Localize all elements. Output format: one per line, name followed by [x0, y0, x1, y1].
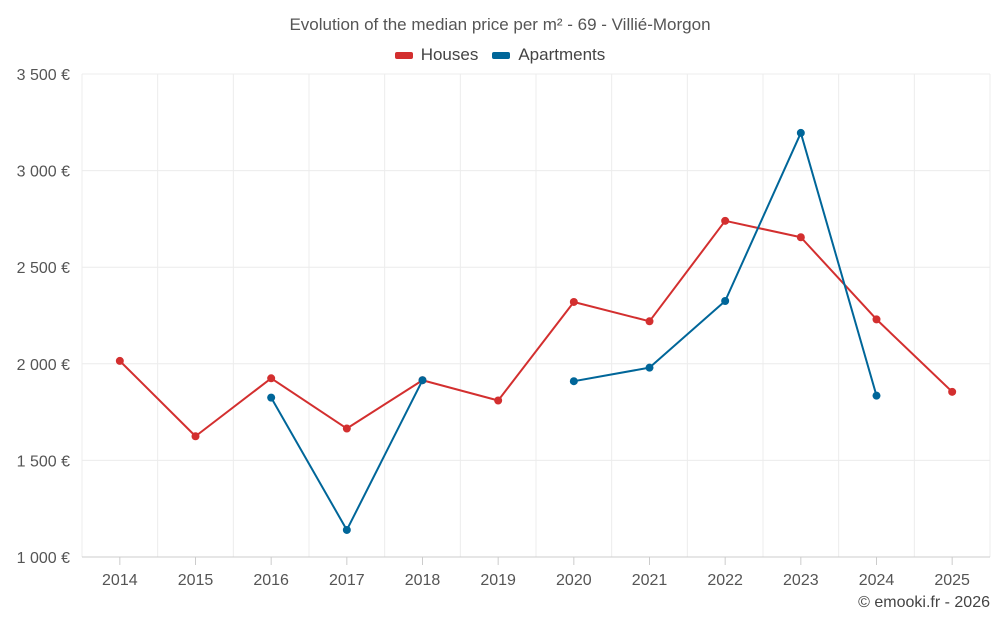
data-point-apartments	[721, 297, 730, 306]
data-point-houses	[191, 432, 200, 441]
x-tick-label: 2018	[405, 572, 441, 589]
data-point-apartments	[796, 128, 805, 137]
data-point-apartments	[267, 393, 276, 402]
y-tick-label: 3 500 €	[17, 67, 70, 84]
y-tick-label: 2 000 €	[17, 357, 70, 374]
data-point-apartments	[645, 363, 654, 372]
x-tick-label: 2023	[783, 572, 819, 589]
legend-swatch-houses	[394, 51, 413, 59]
data-point-houses	[872, 315, 881, 324]
x-tick-label: 2022	[707, 572, 743, 589]
x-tick-label: 2015	[178, 572, 214, 589]
credit-text: © emooki.fr - 2026	[858, 594, 990, 611]
y-tick-label: 1 500 €	[17, 453, 70, 470]
legend-label-houses: Houses	[420, 45, 479, 64]
x-tick-label: 2025	[934, 572, 970, 589]
x-tick-label: 2021	[632, 572, 668, 589]
data-point-houses	[948, 387, 957, 396]
data-point-houses	[721, 216, 730, 225]
data-point-houses	[796, 233, 805, 242]
series-line-houses	[119, 219, 953, 438]
data-point-houses	[342, 424, 351, 433]
legend-item-apartments[interactable]: Apartments	[492, 45, 605, 65]
data-point-apartments	[569, 377, 578, 386]
chart-title: Evolution of the median price per m² - 6…	[289, 15, 711, 34]
x-tick-label: 2019	[480, 572, 516, 589]
legend-swatch-apartments	[492, 51, 511, 59]
data-point-apartments	[872, 391, 881, 400]
series-line-apartments	[270, 379, 424, 531]
data-point-houses	[569, 297, 578, 306]
data-point-houses	[494, 396, 503, 405]
data-point-houses	[115, 356, 124, 365]
x-tick-label: 2020	[556, 572, 592, 589]
y-tick-label: 3 000 €	[17, 164, 70, 181]
x-tick-label: 2024	[859, 572, 895, 589]
legend-label-apartments: Apartments	[518, 45, 606, 64]
data-point-houses	[267, 374, 276, 383]
data-point-houses	[645, 317, 654, 326]
data-point-apartments	[418, 376, 427, 385]
y-tick-label: 1 000 €	[17, 550, 70, 567]
x-tick-label: 2017	[329, 572, 365, 589]
chart-legend: Houses Apartments	[0, 45, 1000, 65]
data-point-apartments	[342, 525, 351, 534]
series-line-apartments	[573, 131, 878, 396]
x-tick-label: 2014	[102, 572, 138, 589]
legend-item-houses[interactable]: Houses	[394, 45, 479, 65]
y-tick-label: 2 500 €	[17, 260, 70, 277]
x-tick-label: 2016	[253, 572, 289, 589]
